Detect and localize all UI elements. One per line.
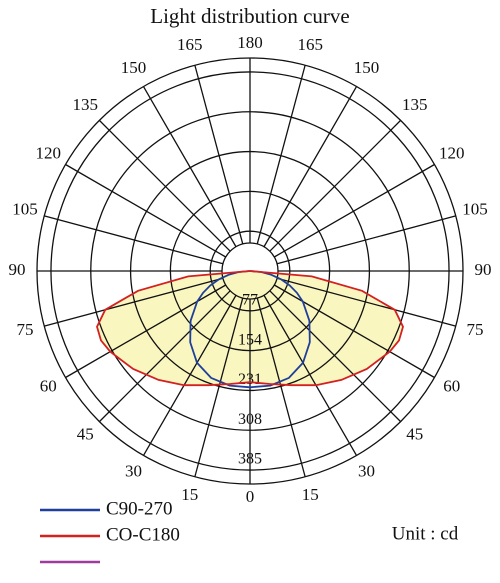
curve [249,270,404,387]
angle-label: 165 [177,35,203,54]
spoke [65,163,227,258]
spoke [44,215,224,265]
curve [249,270,311,389]
curve [189,270,251,389]
angle-label: 90 [9,260,26,279]
spoke [263,86,358,248]
spoke [98,119,231,252]
spoke [194,297,244,477]
spoke [269,119,402,252]
spoke [276,277,456,327]
angle-label: 165 [298,35,324,54]
angle-label: 45 [406,425,423,444]
angle-label: 150 [354,58,380,77]
angle-label: 180 [237,33,263,52]
angle-label: 15 [181,485,198,504]
angle-label: 60 [443,376,460,395]
r-tick-label: 154 [238,331,262,348]
spoke [142,86,237,248]
r-tick-label: 385 [238,451,262,468]
spoke [256,297,306,477]
angle-label: 75 [467,320,484,339]
r-tick-label: 231 [238,371,262,388]
angle-label: 45 [77,425,94,444]
legend-label: CO-C180 [106,524,180,545]
angle-label: 105 [462,200,488,219]
spoke [142,294,237,456]
angle-label: 30 [358,462,375,481]
legend-label: C90-270 [106,498,173,519]
spoke [273,284,435,379]
angle-label: 135 [402,95,428,114]
unit-label: Unit : cd [392,523,459,544]
spoke [98,290,231,423]
spoke [276,215,456,265]
angle-label: 30 [125,462,142,481]
angle-label: 0 [246,487,255,506]
angle-label: 120 [439,143,465,162]
angle-label: 135 [72,95,98,114]
angle-label: 105 [12,200,38,219]
chart-title: Light distribution curve [150,4,349,28]
spoke [65,284,227,379]
angle-label: 90 [475,260,492,279]
curve [96,270,251,387]
angle-label: 75 [16,320,33,339]
spoke [194,65,244,245]
spoke [44,277,224,327]
spoke [269,290,402,423]
spoke [273,163,435,258]
r-tick-label: 77 [242,291,258,308]
spoke [256,65,306,245]
r-tick-label: 308 [238,411,262,428]
angle-label: 15 [302,485,319,504]
angle-label: 120 [35,143,61,162]
angle-label: 150 [121,58,147,77]
spoke [263,294,358,456]
angle-label: 60 [40,376,57,395]
